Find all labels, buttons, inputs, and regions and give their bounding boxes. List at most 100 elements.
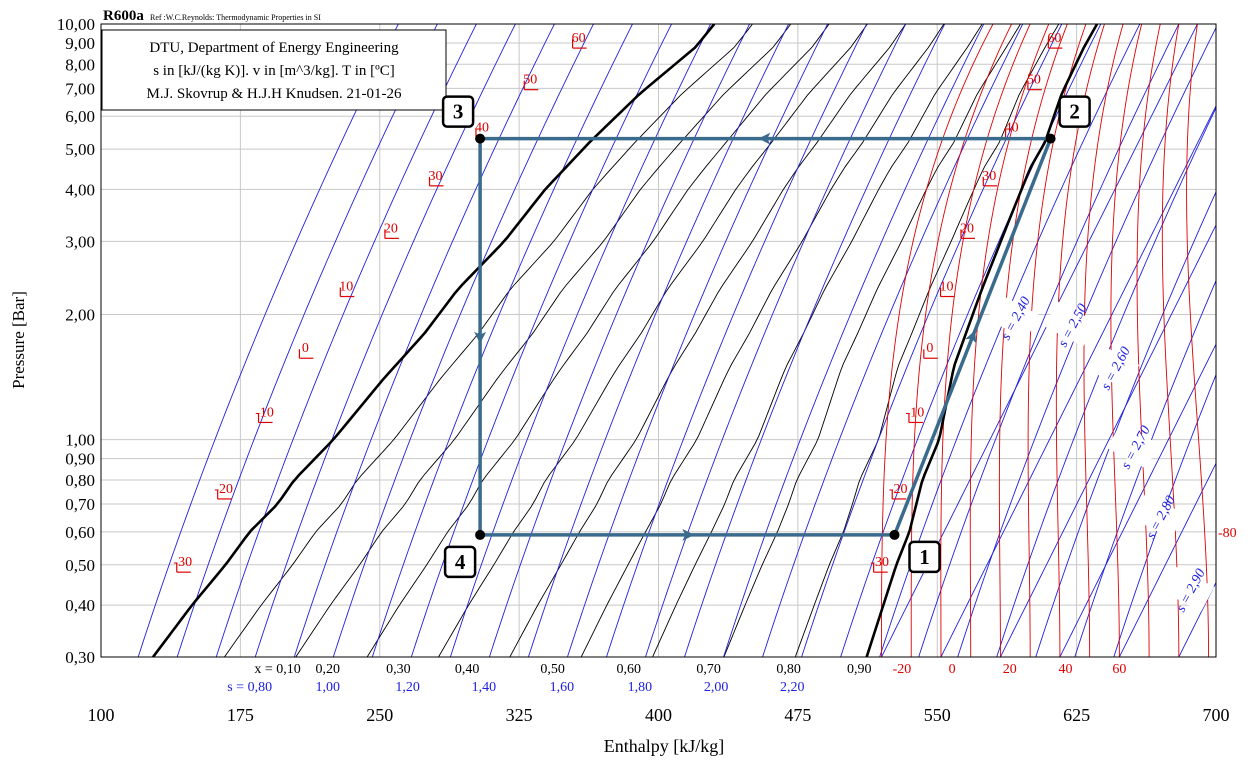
isentrope-line [254,24,516,657]
x-tick-label: 250 [366,705,393,725]
entropy-label: s = 0,80 [227,680,272,695]
entropy-label: 2,20 [780,680,805,695]
y-tick-label: 3,00 [65,232,95,251]
info-line-1: DTU, Department of Energy Engineering [149,40,399,56]
quality-line [652,24,983,657]
superheat-temp-label: 40 [1058,662,1072,677]
sat-temp-label: 0 [302,341,309,356]
isentrope-line [1074,279,1216,657]
isentrope-line [293,24,555,657]
y-tick-label: 10,00 [57,15,95,34]
cycle-arrow [758,132,771,145]
saturation-temp-labels: -30 -20 -10 0 10 20 30 40 50 60 -30 -20 -10 0 10 20 30 40… [173,31,1236,615]
entropy-label-bg [987,294,1040,340]
entropy-label: 1,80 [628,680,653,695]
y-tick-label: 2,00 [65,306,95,325]
info-line-2: s in [kJ/(kg K)]. v in [m^3/kg]. T in [º… [153,63,395,79]
isentrope-vapor-line [1000,224,1216,657]
isotherm-line [1110,24,1143,657]
sat-temp-label: -30 [173,555,192,570]
sat-temp-label: 10 [339,280,353,295]
cycle-points: 1 2 3 4 [441,95,1091,579]
isentrope-line [801,24,1063,657]
y-tick-label: 5,00 [65,140,95,159]
cycle-point-marker [475,529,486,540]
quality-label: 0,20 [315,662,340,677]
superheat-temp-label: -20 [893,662,912,677]
x-axis-label: Enthalpy [kJ/kg] [604,736,724,756]
quality-label: 0,90 [847,662,872,677]
sat-temp-label: 40 [1005,121,1019,136]
grid [100,23,1217,658]
sat-temp-label: -30 [870,555,889,570]
superheat-temp-label: 60 [1112,662,1126,677]
entropy-label-bg [1044,301,1097,347]
info-box: DTU, Department of Energy Engineering s … [101,29,447,111]
isotherm-line [940,24,1031,657]
y-tick-label: 0,90 [65,450,95,469]
superheat-temp-label: 20 [1003,662,1017,677]
isentrope-line [176,24,438,657]
isentrope-vapor-line [1118,462,1216,657]
isentrope-line [762,24,1024,657]
cycle-point-box [908,540,941,574]
saturated-liquid-line [151,24,716,657]
sat-temp-label: 30 [982,169,996,184]
sat-temp-label: 20 [384,221,398,236]
y-tick-label: 1,00 [65,431,95,450]
chart-title: R600a [103,8,144,24]
isentrope-line [918,24,1180,657]
y-tick-label: 0,60 [65,523,95,542]
cycle-point-marker [1045,133,1056,144]
cycle-point-marker [889,529,900,540]
sat-temp-label: 50 [1027,73,1041,88]
isentrope-line [449,24,711,657]
entropy-label-bg [1087,344,1140,390]
saturated-vapor-line [865,24,1099,657]
isentrope-line [1035,190,1216,657]
quality-label: 0,30 [386,662,411,677]
property-curves [137,24,1216,657]
entropy-label: 2,00 [704,680,729,695]
y-tick-label: 0,40 [65,596,95,615]
sat-temp-label: 60 [1047,31,1061,46]
superheat-temp-label: 0 [949,662,956,677]
saturation-dome [151,24,1099,657]
y-tick-label: 9,00 [65,34,95,53]
quality-line [723,24,1021,657]
quality-label: 0,40 [455,662,480,677]
x-tick-label: 475 [784,705,811,725]
quality-line [224,24,753,657]
quality-line [580,24,945,657]
quality-label: 0,50 [540,662,565,677]
chart-subtitle: Ref :W.C.Reynolds: Thermodynamic Propert… [150,13,321,22]
cycle-point-box [441,95,475,128]
sat-temp-label: 40 [475,121,489,136]
isentrope-line [215,24,477,657]
cycle-point-label: 1 [919,545,930,569]
isotherm-label-right: -80 [1218,526,1237,541]
isentrope-line [645,24,907,657]
y-tick-label: 0,80 [65,471,95,490]
cycle-arrow [965,330,977,344]
bottom-curve-labels: x = 0,10 0,20 0,30 0,40 0,50 0,60 0,70 0,80 0,90… [227,662,1126,695]
sat-temp-label: -10 [255,405,274,420]
isentrope-line [684,24,946,657]
isotherm-line [998,24,1068,657]
x-tick-labels: 100 175 250 325 400 475 550 625 700 [88,705,1230,725]
isotherm-line [881,24,994,657]
x-tick-label: 175 [227,705,254,725]
quality-line [794,24,1060,657]
cycle-arrow [682,528,695,541]
cycle-point-label: 3 [453,100,464,124]
x-tick-label: 550 [924,705,951,725]
sat-temp-label: -20 [889,482,908,497]
y-axis-label: Pressure [Bar] [9,291,28,389]
isentrope-line [371,24,633,657]
isotherm-line [1027,24,1087,657]
cycle-point-box [443,545,477,579]
quality-label: 0,60 [617,662,642,677]
entropy-label-bg [1162,566,1215,612]
cycle-point-label: 2 [1069,100,1080,124]
